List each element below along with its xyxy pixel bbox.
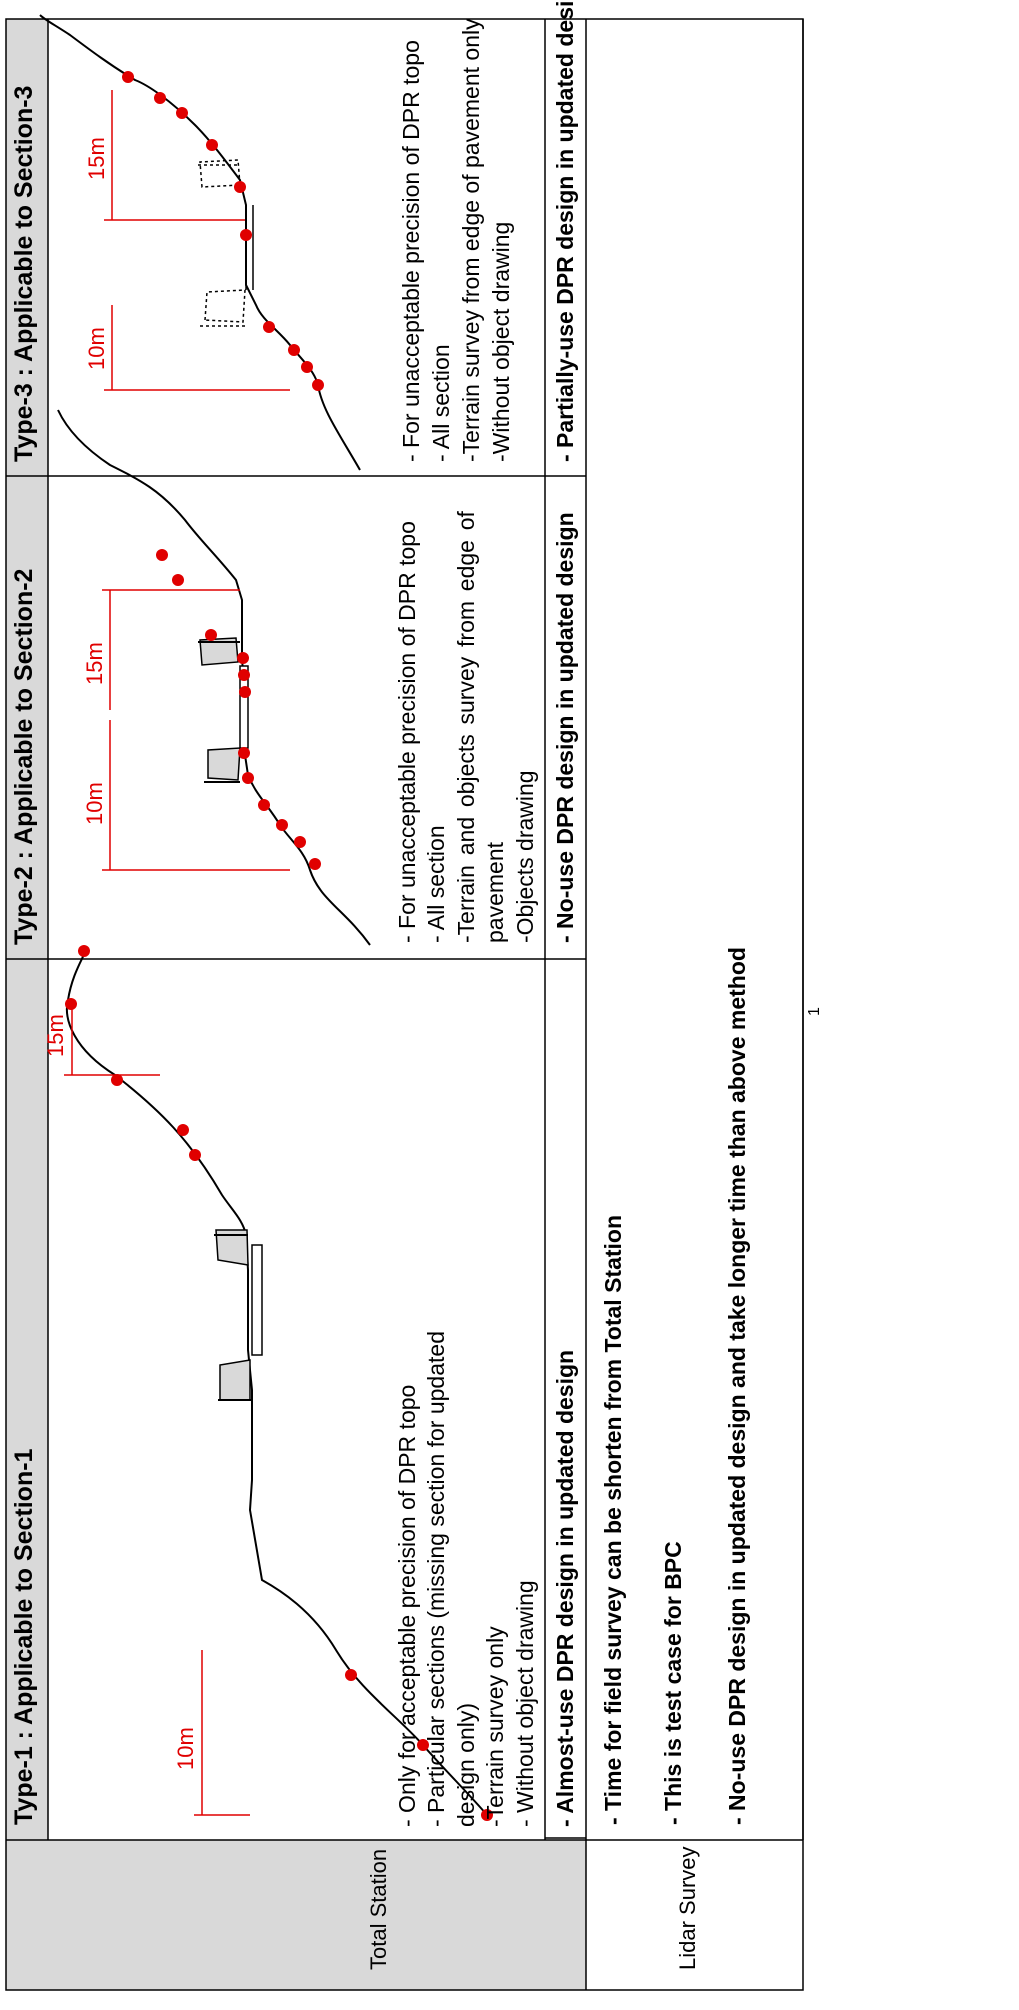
type2-desc-line-3: -Terrain and objects survey from edge of — [453, 511, 480, 943]
type1-desc-line-4: -Terrain survey only — [482, 1626, 508, 1827]
header-row-bg — [6, 19, 48, 1990]
type1-desc-line-5: - Without object drawing — [512, 1580, 538, 1827]
type1-dim-10m: 10m — [173, 1727, 198, 1770]
type3-desc-line-1: - For unacceptable precision of DPR topo — [398, 40, 424, 462]
type2-desc-line-2: - All section — [423, 825, 449, 943]
type2-section-drawing — [57, 409, 371, 946]
type1-desc-line-2: - Particular sections (missing section f… — [423, 1331, 449, 1827]
type1-header: Type-1 : Applicable to Section-1 — [10, 1448, 38, 1825]
type3-dim-15m: 15m — [84, 137, 109, 180]
type2-dim-15m: 15m — [82, 642, 107, 685]
type3-desc-line-4: -Without object drawing — [488, 221, 514, 462]
lidar-note-2: - This is test case for BPC — [660, 1541, 686, 1825]
type2-result: - No-use DPR design in updated design — [552, 512, 578, 943]
type2-word: objects — [453, 734, 479, 808]
type1-result: - Almost-use DPR design in updated desig… — [552, 1349, 578, 1827]
type2-desc-line-4: pavement — [482, 841, 508, 943]
page-number: 1 — [806, 1007, 823, 1016]
type2-word: survey — [453, 656, 479, 725]
type2-word: -Terrain — [453, 865, 479, 943]
table-grid — [5, 18, 804, 1991]
type1-section-drawing — [64, 945, 493, 1821]
type3-section-drawing — [39, 14, 361, 471]
type2-desc-line-1: - For unacceptable precision of DPR topo — [394, 521, 420, 943]
type3-header: Type-3 : Applicable to Section-3 — [10, 85, 38, 462]
row-label-total-station: Total Station — [366, 1848, 391, 1970]
type1-desc-line-1: - Only for acceptable precision of DPR t… — [394, 1384, 420, 1827]
type2-desc-line-5: -Objects drawing — [512, 770, 538, 943]
type1-dim-15m: 15m — [43, 1014, 68, 1057]
type3-dim-10m: 10m — [84, 327, 109, 370]
type1-desc-line-3: design only) — [453, 1702, 479, 1827]
lidar-note-1: - Time for field survey can be shorten f… — [600, 1214, 626, 1825]
type2-word: edge — [453, 540, 479, 592]
label-column-bg — [6, 1840, 586, 1990]
type2-word: from — [453, 600, 479, 647]
lidar-note-3: - No-use DPR design in updated design an… — [724, 947, 750, 1825]
type2-word: and — [453, 816, 479, 856]
type3-result: - Partially-use DPR design in updated de… — [552, 0, 578, 462]
type2-header: Type-2 : Applicable to Section-2 — [10, 568, 38, 945]
type2-word: of — [453, 511, 479, 531]
row-label-lidar-survey: Lidar Survey — [675, 1846, 700, 1970]
type2-dim-10m: 10m — [82, 782, 107, 825]
type3-desc-line-3: -Terrain survey from edge of pavement on… — [458, 18, 484, 462]
type3-desc-line-2: - All section — [428, 344, 454, 462]
